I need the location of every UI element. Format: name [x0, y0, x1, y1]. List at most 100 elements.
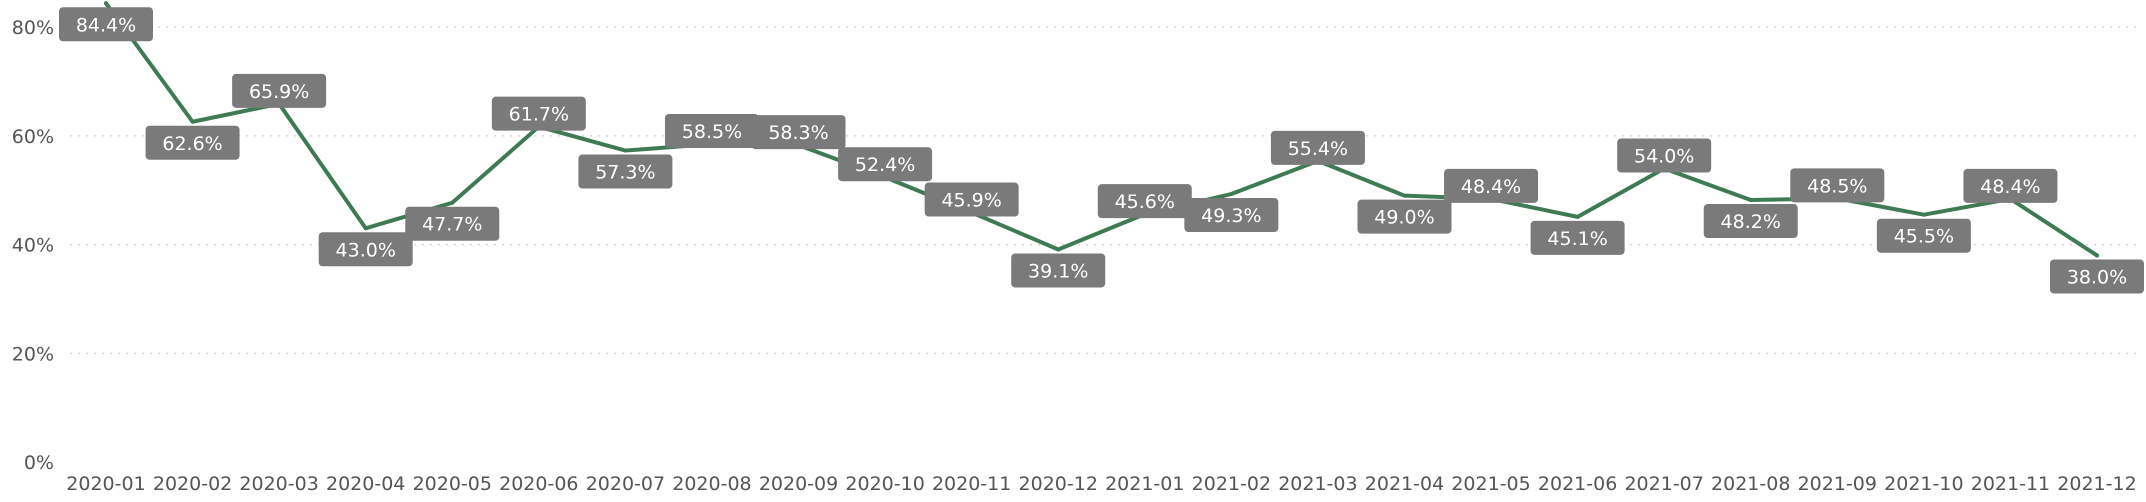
data-label-box [1790, 168, 1885, 203]
data-label-box [1703, 204, 1798, 239]
data-label-box [1530, 220, 1625, 255]
data-label-box [232, 73, 327, 108]
data-label-text: 47.7% [422, 214, 482, 236]
y-tick-label: 40% [12, 235, 54, 257]
data-label-text: 62.6% [162, 133, 222, 155]
data-label-box [578, 154, 673, 189]
y-axis: 0% 20% 40% 60% 80% [12, 17, 54, 474]
data-label-text: 57.3% [595, 162, 655, 184]
data-label-text: 65.9% [249, 81, 309, 103]
data-label: 57.3% [578, 154, 673, 189]
data-label-text: 48.2% [1721, 211, 1781, 233]
data-label: 84.4% [59, 7, 153, 42]
x-tick-label: 2021-01 [1105, 473, 1184, 495]
data-label-text: 45.9% [941, 190, 1001, 212]
data-label-box [1011, 253, 1106, 288]
data-point [104, 1, 108, 6]
data-label-text: 49.0% [1374, 207, 1434, 229]
gridlines [70, 26, 2140, 354]
x-tick-label: 2021-07 [1624, 473, 1703, 495]
data-label-text: 52.4% [855, 154, 915, 176]
data-label: 49.0% [1357, 199, 1452, 234]
data-label-text: 45.6% [1115, 191, 1175, 213]
data-label: 49.3% [1184, 198, 1279, 233]
x-tick-label: 2020-07 [586, 473, 665, 495]
data-label: 62.6% [145, 125, 240, 160]
data-label: 45.5% [1876, 218, 1971, 253]
data-label: 55.4% [1270, 130, 1365, 165]
data-point [1748, 198, 1753, 203]
data-label: 38.0% [2050, 259, 2144, 294]
data-point [1056, 247, 1061, 252]
data-label-box [751, 115, 846, 150]
x-tick-label: 2021-06 [1538, 473, 1617, 495]
data-label: 45.6% [1097, 184, 1192, 219]
data-label-text: 45.5% [1894, 226, 1954, 248]
x-tick-label: 2021-08 [1711, 473, 1790, 495]
x-tick-label: 2020-01 [66, 473, 145, 495]
data-label-text: 39.1% [1028, 260, 1088, 282]
data-point [2095, 253, 2099, 258]
x-tick-label: 2020-11 [932, 473, 1011, 495]
data-label-box [1617, 138, 1712, 173]
data-point [623, 148, 628, 153]
data-label: 43.0% [318, 232, 413, 267]
data-point [1921, 212, 1926, 217]
data-label: 54.0% [1617, 138, 1712, 173]
x-tick-label: 2021-10 [1884, 473, 1963, 495]
data-label: 58.5% [664, 114, 759, 149]
data-label: 47.7% [405, 206, 500, 241]
data-label-text: 38.0% [2067, 266, 2127, 288]
data-label-text: 58.3% [768, 122, 828, 144]
data-label-text: 45.1% [1547, 228, 1607, 250]
x-tick-label: 2021-05 [1451, 473, 1530, 495]
data-label: 58.3% [751, 115, 846, 150]
x-tick-label: 2020-10 [845, 473, 924, 495]
data-label: 48.4% [1444, 168, 1539, 203]
data-label-box [405, 206, 500, 241]
data-label-text: 54.0% [1634, 145, 1694, 167]
data-label-box [1876, 218, 1971, 253]
y-tick-label: 20% [12, 343, 54, 365]
x-tick-label: 2020-12 [1019, 473, 1098, 495]
data-label-box [2050, 259, 2144, 294]
data-point [450, 200, 455, 205]
data-label-box [838, 147, 933, 182]
x-tick-label: 2021-03 [1278, 473, 1357, 495]
x-tick-label: 2020-09 [759, 473, 838, 495]
data-point [1402, 193, 1407, 198]
data-label-text: 43.0% [336, 239, 396, 261]
data-label: 45.1% [1530, 220, 1625, 255]
data-point [1575, 214, 1580, 219]
x-tick-label: 2020-08 [672, 473, 751, 495]
x-tick-label: 2020-06 [499, 473, 578, 495]
data-point [1229, 192, 1234, 197]
data-label-box [1963, 168, 2058, 203]
data-label-box [491, 96, 586, 131]
data-label-box [924, 182, 1019, 217]
data-label: 48.5% [1790, 168, 1885, 203]
x-tick-label: 2021-09 [1798, 473, 1877, 495]
data-label: 48.4% [1963, 168, 2058, 203]
data-label-text: 48.4% [1980, 176, 2040, 198]
y-tick-label: 80% [12, 17, 54, 39]
data-point [190, 119, 195, 124]
data-label-box [318, 232, 413, 267]
data-labels: 84.4% 62.6% 65.9% 43.0% 47.7% 61.7% 57.3% 58.5%… [59, 7, 2144, 294]
x-tick-label: 2021-11 [1971, 473, 2050, 495]
data-label-text: 55.4% [1288, 138, 1348, 160]
data-label-text: 48.5% [1807, 175, 1867, 197]
x-tick-label: 2021-04 [1365, 473, 1444, 495]
data-point [363, 226, 368, 231]
data-label-box [1444, 168, 1539, 203]
data-label-text: 49.3% [1201, 205, 1261, 227]
data-label: 61.7% [491, 96, 586, 131]
data-label-box [1357, 199, 1452, 234]
data-label: 45.9% [924, 182, 1019, 217]
data-label: 52.4% [838, 147, 933, 182]
data-label-box [59, 7, 153, 42]
x-tick-label: 2020-04 [326, 473, 405, 495]
data-label-text: 48.4% [1461, 176, 1521, 198]
data-label-box [664, 114, 759, 149]
